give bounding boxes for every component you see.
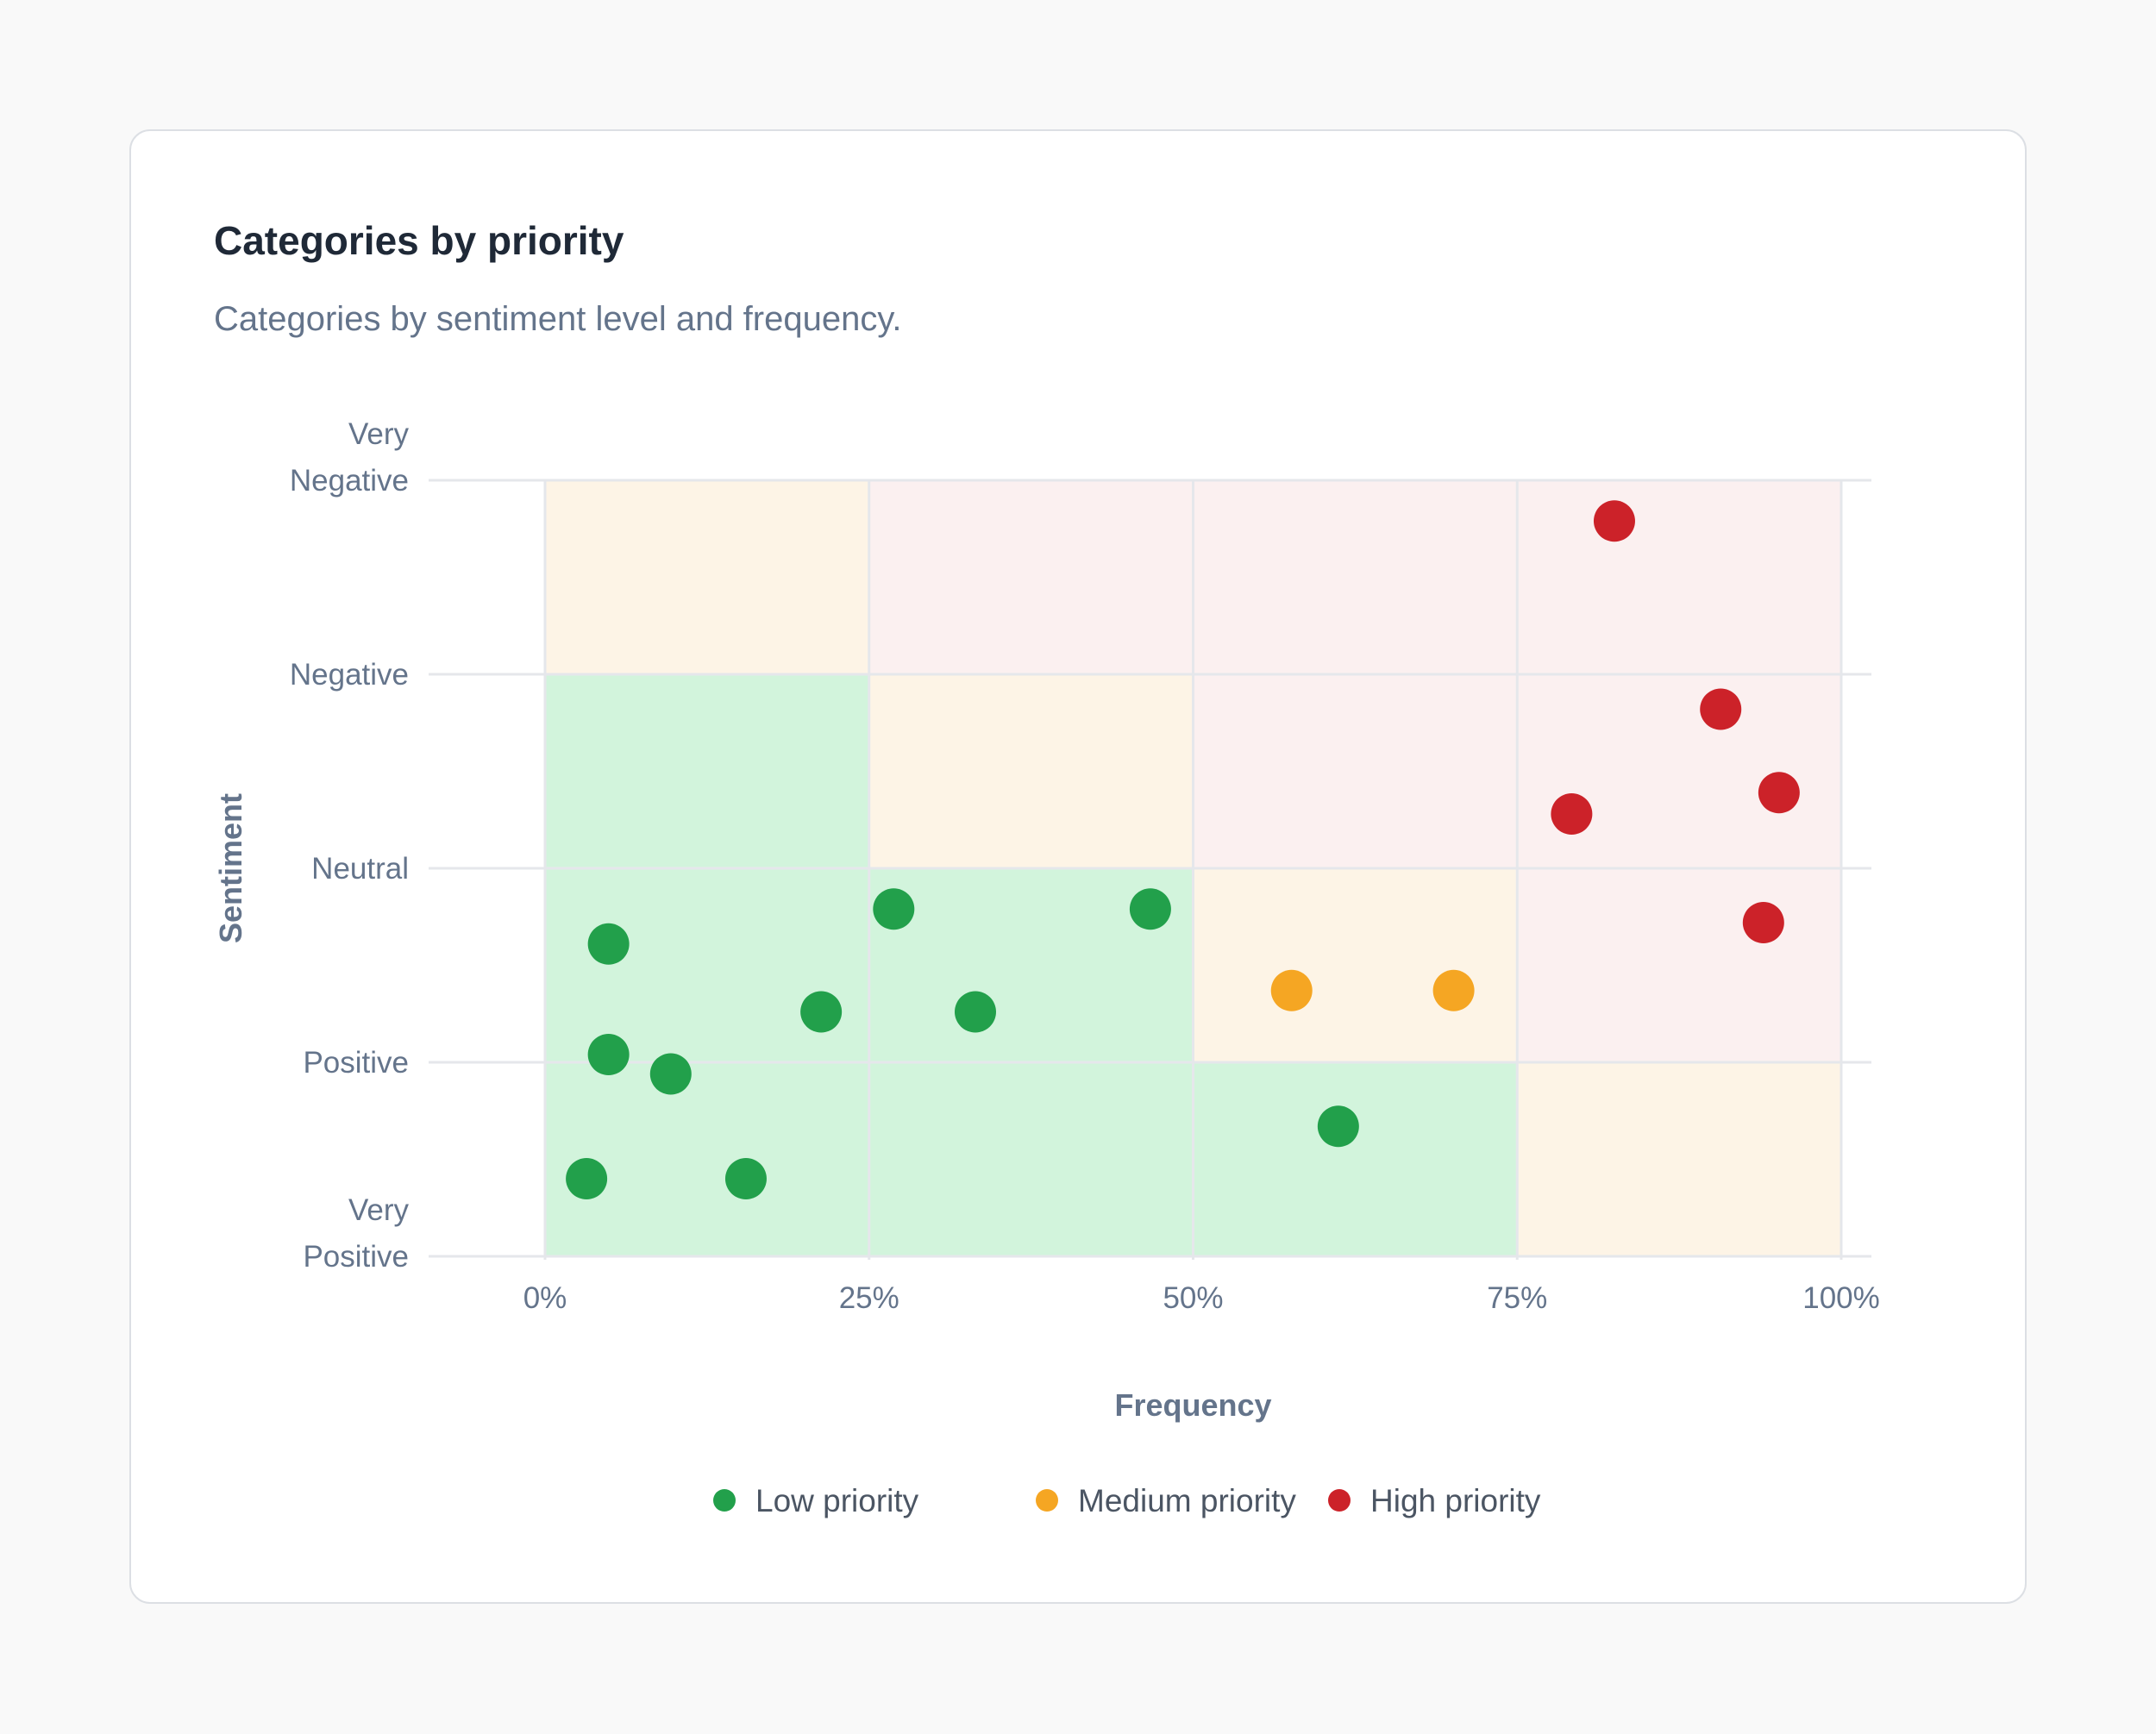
legend-label-medium: Medium priority <box>1078 1483 1296 1518</box>
y-tick-label: Neutral <box>311 852 409 886</box>
data-point-high <box>1700 688 1742 730</box>
data-point-high <box>1551 793 1593 835</box>
y-tick-label: Negative <box>290 658 409 692</box>
zone-high <box>1517 480 1841 674</box>
zone-low <box>1193 1062 1518 1256</box>
data-point-low <box>1317 1105 1359 1148</box>
data-point-low <box>649 1053 692 1095</box>
y-axis-title: Sentiment <box>213 793 248 943</box>
zone-high <box>1193 674 1518 868</box>
data-point-high <box>1758 772 1800 814</box>
chart-title: Categories by priority <box>214 218 624 263</box>
legend-label-low: Low priority <box>755 1483 919 1518</box>
x-tick-label: 50% <box>1163 1281 1223 1315</box>
y-tick-label: Very <box>348 1193 410 1227</box>
legend-label-high: High priority <box>1370 1483 1541 1518</box>
scatter-chart: Very Negative Negative Neutral Positive Very P… <box>213 417 1880 1518</box>
zone-low <box>545 1062 869 1256</box>
zone-low <box>868 1062 1194 1256</box>
y-tick-label: Positive <box>303 1240 409 1274</box>
x-tick-label: 100% <box>1802 1281 1880 1315</box>
x-axis-title: Frequency <box>1114 1387 1271 1423</box>
zone-high <box>868 480 1194 674</box>
data-point-low <box>724 1158 767 1199</box>
data-point-low <box>954 991 996 1033</box>
chart-subtitle: Categories by sentiment level and freque… <box>214 300 902 338</box>
zone-medium <box>1517 1062 1841 1256</box>
zone-medium <box>1193 868 1518 1062</box>
x-tick-label: 75% <box>1487 1281 1547 1315</box>
data-point-low <box>566 1158 608 1199</box>
data-point-low <box>800 991 843 1033</box>
data-point-high <box>1593 500 1635 542</box>
legend-marker-high <box>1328 1489 1351 1512</box>
data-point-high <box>1742 902 1784 943</box>
zone-high <box>1517 868 1841 1062</box>
chart-card: Categories by priority Categories by sen… <box>129 129 2027 1604</box>
zone-medium <box>868 674 1194 868</box>
data-point-low <box>587 1034 630 1075</box>
legend-marker-medium <box>1036 1489 1058 1512</box>
data-point-low <box>1129 888 1171 930</box>
data-point-low <box>873 888 915 930</box>
x-tick-label: 0% <box>523 1281 567 1315</box>
zone-low <box>545 868 869 1062</box>
y-tick-label: Very <box>348 417 410 451</box>
x-tick-label: 25% <box>839 1281 899 1315</box>
y-tick-label: Negative <box>290 464 409 498</box>
zone-medium <box>545 480 869 674</box>
zone-high <box>1193 480 1518 674</box>
y-tick-label: Positive <box>303 1046 409 1080</box>
data-point-medium <box>1432 969 1475 1011</box>
zone-high <box>1517 674 1841 868</box>
zone-low <box>545 674 869 868</box>
data-point-low <box>587 923 630 965</box>
legend-marker-low <box>713 1489 736 1512</box>
data-point-medium <box>1270 969 1313 1011</box>
